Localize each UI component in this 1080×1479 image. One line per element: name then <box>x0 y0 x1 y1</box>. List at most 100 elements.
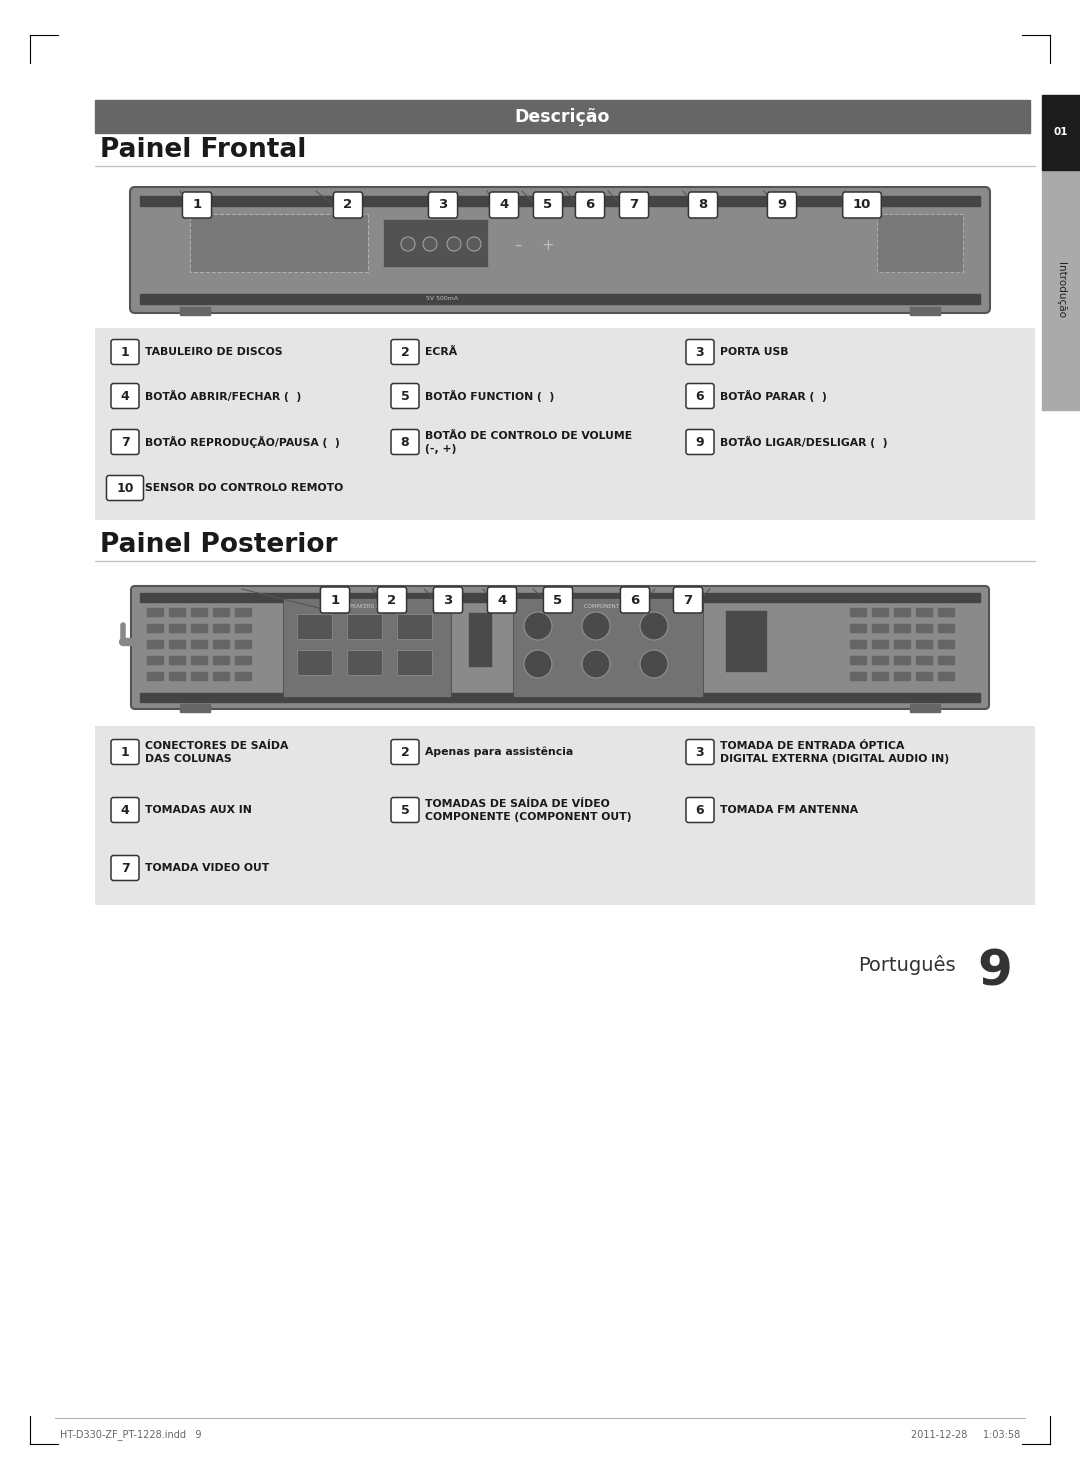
Bar <box>1042 95 1080 170</box>
Bar <box>147 608 163 615</box>
FancyBboxPatch shape <box>321 587 350 612</box>
FancyBboxPatch shape <box>377 587 406 612</box>
Bar <box>894 671 910 680</box>
Text: 5: 5 <box>401 803 409 816</box>
Text: ECRÃ: ECRÃ <box>426 348 457 356</box>
Text: +: + <box>542 238 554 253</box>
Bar <box>168 624 185 632</box>
Bar <box>872 671 888 680</box>
Circle shape <box>582 612 610 640</box>
Text: BOTÃO LIGAR/DESLIGAR (  ): BOTÃO LIGAR/DESLIGAR ( ) <box>720 436 888 448</box>
Text: 10: 10 <box>117 482 134 494</box>
Text: 8: 8 <box>699 198 707 211</box>
Text: 6: 6 <box>585 198 595 211</box>
Bar <box>140 294 980 305</box>
Bar <box>872 640 888 648</box>
FancyBboxPatch shape <box>487 587 516 612</box>
Text: 3: 3 <box>696 346 704 358</box>
Bar <box>939 608 954 615</box>
FancyBboxPatch shape <box>131 586 989 708</box>
Bar <box>168 608 185 615</box>
Bar <box>397 649 432 674</box>
Bar <box>468 612 492 667</box>
FancyBboxPatch shape <box>768 192 797 217</box>
Text: SENSOR DO CONTROLO REMOTO: SENSOR DO CONTROLO REMOTO <box>145 484 343 493</box>
Bar <box>235 657 251 664</box>
Bar <box>894 640 910 648</box>
Text: TOMADAS AUX IN: TOMADAS AUX IN <box>145 805 252 815</box>
Text: 3: 3 <box>444 593 453 606</box>
Text: 1: 1 <box>121 745 130 759</box>
Text: 7: 7 <box>684 593 692 606</box>
FancyBboxPatch shape <box>111 429 139 454</box>
FancyBboxPatch shape <box>111 797 139 822</box>
Bar <box>235 640 251 648</box>
Text: 2: 2 <box>343 198 352 211</box>
Text: 2: 2 <box>401 346 409 358</box>
Text: 6: 6 <box>696 803 704 816</box>
Text: 2: 2 <box>401 745 409 759</box>
Text: Painel Frontal: Painel Frontal <box>100 138 307 163</box>
Bar <box>872 608 888 615</box>
Text: Descrição: Descrição <box>514 108 610 126</box>
Bar <box>383 219 488 268</box>
Text: 4: 4 <box>498 593 507 606</box>
Text: TOMADA DE ENTRADA ÓPTICA: TOMADA DE ENTRADA ÓPTICA <box>720 741 904 751</box>
FancyBboxPatch shape <box>688 192 717 217</box>
Circle shape <box>582 649 610 677</box>
Bar <box>894 657 910 664</box>
Bar <box>1042 170 1080 410</box>
Text: TOMADA VIDEO OUT: TOMADA VIDEO OUT <box>145 864 269 873</box>
FancyBboxPatch shape <box>686 797 714 822</box>
Bar <box>147 657 163 664</box>
Bar <box>297 649 332 674</box>
Circle shape <box>423 237 437 251</box>
FancyBboxPatch shape <box>534 192 563 217</box>
Bar <box>894 624 910 632</box>
Text: 4: 4 <box>121 803 130 816</box>
Text: –: – <box>514 238 522 253</box>
FancyBboxPatch shape <box>620 192 649 217</box>
Text: CONECTORES DE SAÍDA: CONECTORES DE SAÍDA <box>145 741 288 751</box>
FancyBboxPatch shape <box>842 192 881 217</box>
Bar <box>939 640 954 648</box>
Bar <box>347 614 382 639</box>
Bar <box>235 608 251 615</box>
Bar <box>894 608 910 615</box>
Bar <box>916 657 932 664</box>
FancyBboxPatch shape <box>391 383 419 408</box>
Bar <box>213 624 229 632</box>
Text: 9: 9 <box>977 948 1012 995</box>
Bar <box>168 640 185 648</box>
Text: 3: 3 <box>696 745 704 759</box>
FancyBboxPatch shape <box>111 340 139 364</box>
Bar <box>916 640 932 648</box>
FancyBboxPatch shape <box>334 192 363 217</box>
Bar <box>725 609 767 671</box>
Bar <box>95 328 1035 521</box>
Bar <box>877 214 963 272</box>
FancyBboxPatch shape <box>391 429 419 454</box>
FancyBboxPatch shape <box>674 587 703 612</box>
Text: TOMADAS DE SAÍDA DE VÍDEO: TOMADAS DE SAÍDA DE VÍDEO <box>426 799 610 809</box>
Bar <box>213 671 229 680</box>
Text: 5: 5 <box>543 198 553 211</box>
Bar <box>191 671 207 680</box>
Bar <box>180 704 210 711</box>
Bar <box>191 624 207 632</box>
Circle shape <box>447 237 461 251</box>
Text: 4: 4 <box>121 389 130 402</box>
Circle shape <box>524 612 552 640</box>
Text: 8: 8 <box>401 435 409 448</box>
Bar <box>95 101 1030 133</box>
FancyBboxPatch shape <box>391 797 419 822</box>
FancyBboxPatch shape <box>183 192 212 217</box>
Text: 10: 10 <box>853 198 872 211</box>
Bar <box>850 608 866 615</box>
Bar <box>213 608 229 615</box>
FancyBboxPatch shape <box>433 587 462 612</box>
FancyBboxPatch shape <box>686 740 714 765</box>
Bar <box>850 640 866 648</box>
Text: 1: 1 <box>192 198 202 211</box>
FancyBboxPatch shape <box>686 383 714 408</box>
